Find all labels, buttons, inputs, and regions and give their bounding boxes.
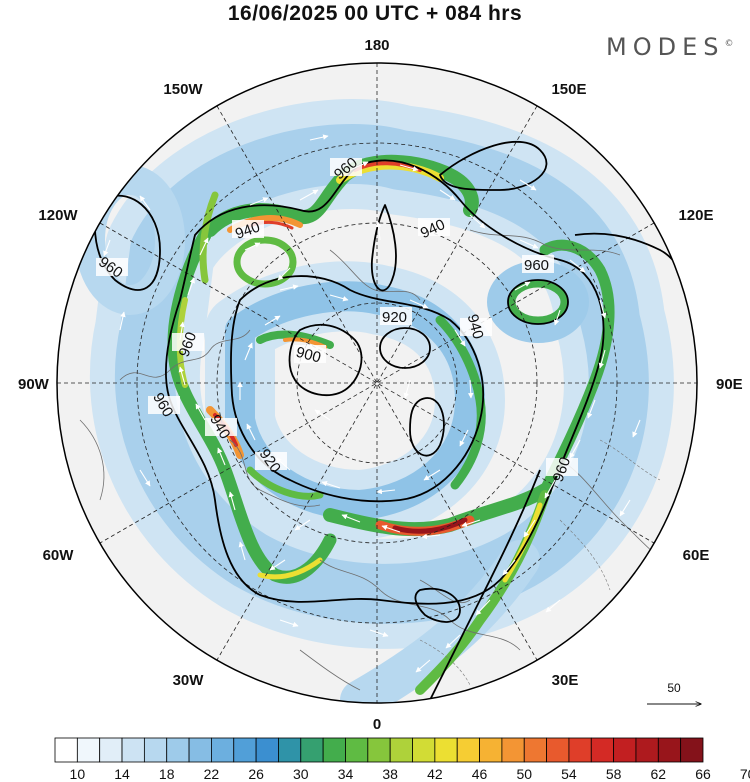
colorbar-tick-label: 22 — [204, 766, 220, 782]
colorbar-cell — [300, 737, 324, 763]
lon-label-150w: 150W — [163, 81, 203, 98]
colorbar-cell — [434, 737, 458, 763]
colorbar-cell — [613, 737, 637, 763]
colorbar-cell — [367, 737, 391, 763]
colorbar-tick-label: 42 — [427, 766, 443, 782]
height-contours — [94, 141, 697, 701]
colorbar-tick-label: 30 — [293, 766, 309, 782]
colorbar-tick-label: 58 — [606, 766, 622, 782]
colorbar-cell — [657, 737, 682, 763]
colorbar-cell — [456, 737, 480, 763]
lon-label-60w: 60W — [43, 547, 75, 564]
map-title: 16/06/2025 00 UTC + 084 hrs — [227, 2, 523, 25]
country-borders — [419, 439, 661, 686]
colorbar-cell — [322, 737, 346, 763]
contour-label: 960 — [524, 257, 549, 274]
colorbar-cell — [99, 737, 123, 763]
colorbar-cell — [546, 737, 570, 763]
colorbar-cell — [54, 737, 78, 763]
lon-label-180: 180 — [364, 37, 389, 54]
colorbar-tick-label: 50 — [516, 766, 532, 782]
map-boundary — [56, 62, 698, 704]
colorbar-cell — [121, 737, 145, 763]
colorbar-cell — [345, 737, 369, 763]
colorbar-cell — [680, 737, 704, 763]
lon-label-30e: 30E — [552, 672, 579, 689]
colorbar-cell — [568, 737, 592, 763]
lon-label-0: 0 — [373, 716, 381, 733]
colorbar-tick-label: 66 — [695, 766, 711, 782]
lon-label-60e: 60E — [683, 547, 710, 564]
colorbar-cell — [479, 737, 503, 763]
colorbar-cell — [412, 737, 436, 763]
longitude-labels: 180 0 90W 90E 150W 120W 150E 120E 60W 30… — [18, 37, 743, 733]
colorbar: 10 14 18 22 26 30 34 38 42 46 50 54 58 62 66 70 — [54, 737, 750, 782]
colorbar-tick-label: 38 — [382, 766, 398, 782]
contour-label: 900 — [294, 344, 323, 367]
colorbar-cell — [255, 737, 279, 763]
colorbar-tick-label: 62 — [651, 766, 667, 782]
lon-label-30w: 30W — [173, 672, 205, 689]
map-disk: 960 940 940 960 960 920 900 960 960 940 … — [57, 63, 697, 703]
colorbar-cell — [188, 737, 212, 763]
colorbar-cell — [389, 737, 413, 763]
contour-label: 940 — [464, 312, 487, 341]
colorbar-cell — [76, 737, 101, 763]
colorbar-tick-label: 14 — [114, 766, 130, 782]
colorbar-cell — [166, 737, 190, 763]
colorbar-cell — [143, 737, 168, 763]
wind-vectors — [103, 134, 641, 673]
graticule — [57, 63, 697, 703]
colorbar-tick-label: 70 — [740, 766, 750, 782]
colorbar-cell — [501, 737, 525, 763]
coastlines — [79, 229, 681, 691]
copyright-mark: © — [724, 39, 734, 49]
colorbar-cell — [523, 737, 547, 763]
colorbar-tick-label: 18 — [159, 766, 175, 782]
colorbar-cell — [233, 737, 257, 763]
reference-vector: 50 — [647, 681, 701, 704]
colorbar-tick-label: 46 — [472, 766, 488, 782]
colorbar-tick-label: 54 — [561, 766, 577, 782]
colorbar-tick-label: 26 — [248, 766, 264, 782]
colorbar-cell — [278, 737, 302, 763]
lon-label-90e: 90E — [716, 376, 743, 393]
reference-vector-label: 50 — [667, 681, 681, 695]
colorbar-cell — [590, 737, 615, 763]
lon-label-90w: 90W — [18, 376, 50, 393]
colorbar-cell — [635, 737, 659, 763]
lon-label-120w: 120W — [38, 207, 78, 224]
lon-label-120e: 120E — [678, 207, 713, 224]
colorbar-tick-label: 10 — [70, 766, 86, 782]
brand-logo: MODES© — [606, 33, 733, 61]
lon-label-150e: 150E — [551, 81, 586, 98]
contour-label: 920 — [382, 309, 407, 326]
colorbar-cell — [211, 737, 235, 763]
contour-labels: 960 940 940 960 960 920 900 960 960 940 … — [95, 154, 578, 484]
colorbar-tick-label: 34 — [338, 766, 354, 782]
brand-name: MODES — [606, 33, 725, 61]
